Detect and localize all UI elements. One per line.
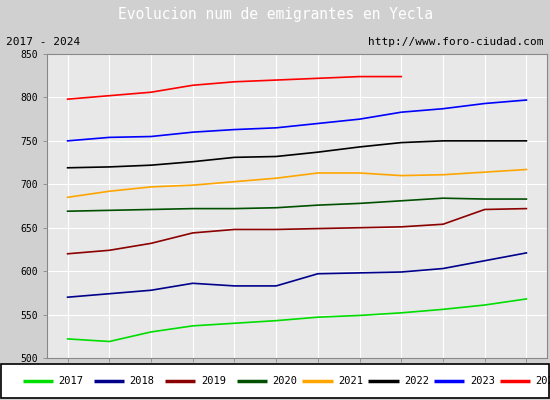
Text: 2019: 2019 bbox=[201, 376, 226, 386]
Text: 2022: 2022 bbox=[404, 376, 429, 386]
Text: 2020: 2020 bbox=[272, 376, 297, 386]
Text: 2023: 2023 bbox=[470, 376, 495, 386]
Text: 2021: 2021 bbox=[338, 376, 363, 386]
Text: Evolucion num de emigrantes en Yecla: Evolucion num de emigrantes en Yecla bbox=[118, 8, 432, 22]
Text: 2017: 2017 bbox=[58, 376, 83, 386]
Text: http://www.foro-ciudad.com: http://www.foro-ciudad.com bbox=[368, 37, 544, 47]
Text: 2017 - 2024: 2017 - 2024 bbox=[6, 37, 80, 47]
FancyBboxPatch shape bbox=[1, 364, 549, 398]
Text: 2024: 2024 bbox=[536, 376, 550, 386]
Text: 2018: 2018 bbox=[130, 376, 155, 386]
